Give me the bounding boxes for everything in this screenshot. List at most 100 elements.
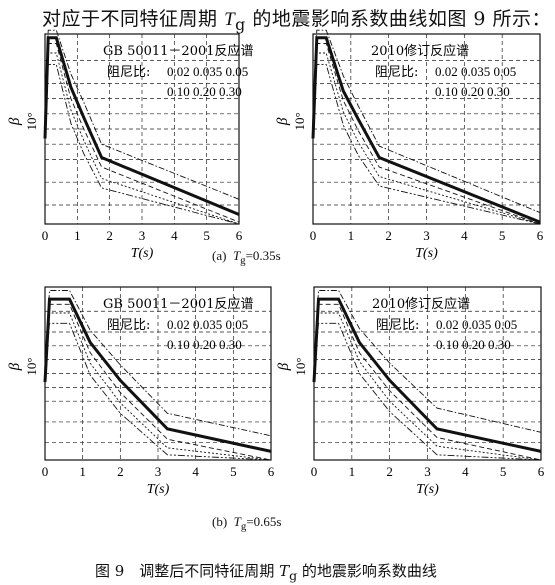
series-line-1	[44, 29, 240, 200]
series-line-main	[43, 297, 272, 453]
series-line-4	[44, 63, 240, 225]
x-axis-label: T(s)	[131, 246, 154, 261]
y-tick-label: 10°	[24, 357, 39, 375]
heading-subscript: g	[235, 14, 246, 34]
legend-damping-label: 阻尼比:	[375, 65, 418, 80]
x-tick-label: 4	[171, 228, 178, 243]
x-tick-label: 1	[349, 464, 356, 479]
legend-damping-row-1: 0.02 0.035 0.05	[167, 64, 248, 79]
x-tick-label: 5	[230, 464, 237, 479]
series-line-1	[312, 29, 541, 214]
legend-damping-row-2: 0.10 0.20 0.30	[436, 337, 511, 352]
legend-damping-row-1: 0.02 0.035 0.05	[436, 317, 517, 332]
caption-b-subscript: g	[240, 520, 247, 533]
x-tick-label: 5	[203, 228, 210, 243]
legend-title: 2010修订反应谱	[372, 296, 470, 312]
x-axis-label: T(s)	[415, 246, 438, 261]
series-line-main	[311, 36, 541, 224]
x-tick-label: 2	[106, 228, 113, 243]
x-tick-label: 0	[42, 228, 49, 243]
y-tick-label: 10°	[24, 112, 39, 130]
heading: 对应于不同特征周期 Tg 的地震影响系数曲线如图 9 所示：	[42, 4, 551, 34]
series-line-2	[312, 43, 541, 225]
caption-b-label: (b)	[212, 514, 228, 529]
x-tick-label: 6	[538, 464, 545, 479]
x-tick-label: 2	[385, 228, 392, 243]
x-tick-label: 3	[424, 464, 431, 479]
grid	[312, 34, 541, 224]
caption-a-subscript: g	[240, 254, 246, 267]
series-line-3	[44, 52, 240, 225]
caption-a-label: (a)	[212, 248, 227, 263]
x-tick-label: 1	[348, 228, 355, 243]
x-tick-label: 4	[462, 464, 469, 479]
heading-suffix: 的地震影响系数曲线如图 9 所示：	[252, 8, 551, 30]
series-line-2	[44, 43, 240, 223]
x-tick-label: 6	[268, 464, 275, 479]
series-line-3	[312, 52, 541, 225]
x-tick-label: 6	[537, 228, 544, 243]
legend-damping-row-2: 0.10 0.20 0.30	[167, 84, 242, 99]
figure-caption-symbol: T	[279, 562, 290, 580]
legend-title: GB 50011－2001反应谱	[103, 296, 254, 312]
series-line-1	[44, 290, 272, 437]
x-axis-label: T(s)	[416, 482, 439, 497]
x-tick-label: 4	[461, 228, 468, 243]
series-line-3	[313, 312, 542, 461]
caption-a-value: =0.35s	[245, 248, 281, 263]
y-axis-label: β	[7, 117, 23, 126]
series-line-2	[44, 303, 272, 461]
x-tick-label: 0	[311, 464, 318, 479]
figure-caption-prefix: 图 9 调整后不同特征周期	[95, 562, 275, 580]
legend-damping-row-2: 0.10 0.20 0.30	[435, 84, 510, 99]
caption-b: (b) Tg=0.65s	[212, 514, 281, 533]
x-tick-label: 2	[117, 464, 124, 479]
legend-title: 2010修订反应谱	[371, 43, 469, 59]
series-line-1	[313, 290, 542, 433]
legend-damping-row-1: 0.02 0.035 0.05	[435, 64, 516, 79]
grid	[44, 34, 240, 224]
grid	[44, 287, 272, 460]
figure-caption: 图 9 调整后不同特征周期 Tg 的地震影响系数曲线	[95, 560, 437, 583]
caption-b-value: =0.65s	[246, 514, 282, 529]
x-tick-label: 3	[139, 228, 146, 243]
series-line-4	[44, 322, 272, 461]
series-line-main	[312, 297, 542, 453]
legend-damping-label: 阻尼比:	[107, 318, 150, 333]
caption-a-symbol: T	[232, 248, 241, 263]
figure-caption-subscript: g	[289, 568, 298, 583]
caption-a: (a) Tg=0.35s	[212, 248, 281, 267]
caption-b-symbol: T	[233, 514, 241, 529]
series-line-3	[44, 312, 272, 461]
series-line-4	[313, 322, 542, 461]
x-tick-label: 5	[499, 228, 506, 243]
figure-caption-suffix: 的地震影响系数曲线	[301, 562, 437, 580]
y-axis-label: β	[275, 117, 291, 126]
legend-damping-label: 阻尼比:	[107, 65, 150, 80]
legend-title: GB 50011－2001反应谱	[103, 43, 254, 59]
grid	[313, 287, 542, 460]
y-tick-label: 10°	[293, 357, 308, 375]
x-tick-label: 5	[500, 464, 507, 479]
series-line-4	[312, 63, 541, 225]
x-tick-label: 2	[386, 464, 393, 479]
y-tick-label: 10°	[292, 112, 307, 130]
x-tick-label: 1	[79, 464, 86, 479]
x-tick-label: 3	[423, 228, 430, 243]
heading-symbol: T	[224, 9, 236, 30]
y-axis-label: β	[276, 362, 292, 371]
x-tick-label: 3	[155, 464, 162, 479]
x-axis-label: T(s)	[147, 482, 170, 497]
heading-prefix: 对应于不同特征周期	[42, 8, 218, 30]
x-tick-label: 1	[74, 228, 81, 243]
x-tick-label: 4	[192, 464, 199, 479]
y-axis-label: β	[7, 362, 23, 371]
series-line-2	[313, 303, 542, 461]
x-tick-label: 0	[42, 464, 49, 479]
x-tick-label: 6	[236, 228, 243, 243]
